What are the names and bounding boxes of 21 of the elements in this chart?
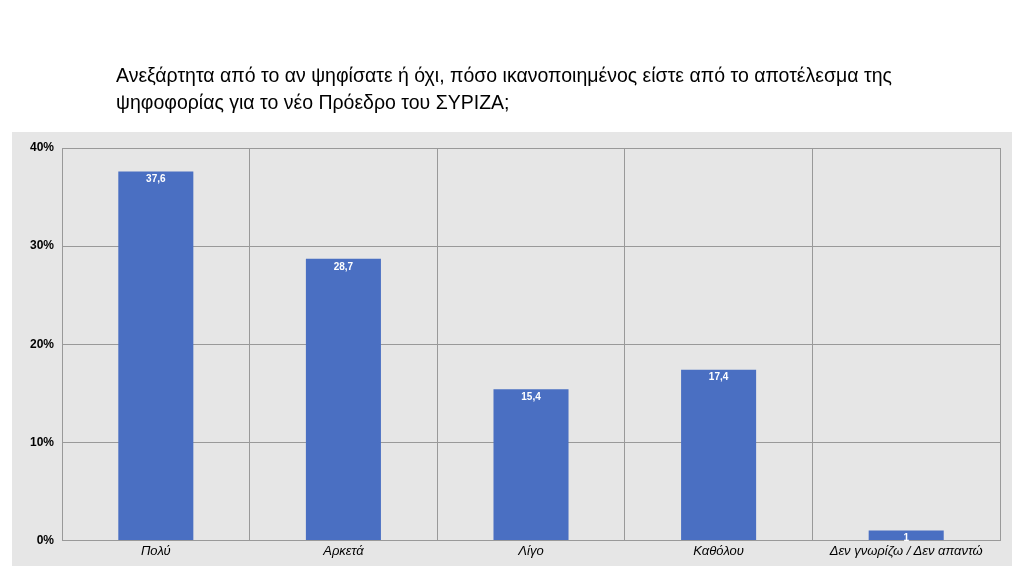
bar	[305, 258, 381, 540]
data-label: 15,4	[521, 391, 542, 403]
bar	[493, 389, 569, 540]
x-tick-label: Πολύ	[140, 542, 171, 558]
data-label: 28,7	[333, 260, 354, 272]
x-tick-label: Καθόλου	[693, 542, 745, 558]
chart-title: Ανεξάρτητα από το αν ψηφίσατε ή όχι, πόσο ικανοποιημένος είστε από το αποτέλεσμα της ψηφοφορίας για το νέο Πρόεδρο του ΣΥΡΙΖΑ;	[116, 63, 893, 115]
y-tick-label: 30%	[29, 238, 55, 253]
y-tick-label: 40%	[29, 140, 55, 155]
y-tick-label: 0%	[36, 532, 55, 547]
x-tick-label: Αρκετά	[322, 542, 365, 558]
data-label: 1	[903, 532, 910, 544]
y-tick-label: 20%	[29, 336, 55, 351]
data-label: 17,4	[708, 371, 729, 383]
data-label: 37,6	[146, 173, 166, 185]
bar	[118, 171, 194, 540]
y-tick-label: 10%	[29, 434, 55, 449]
x-tick-label: Δεν γνωρίζω / Δεν απαντώ	[828, 542, 983, 558]
bar	[868, 530, 944, 540]
x-tick-label: Λίγο	[517, 542, 544, 558]
bar	[681, 369, 757, 540]
